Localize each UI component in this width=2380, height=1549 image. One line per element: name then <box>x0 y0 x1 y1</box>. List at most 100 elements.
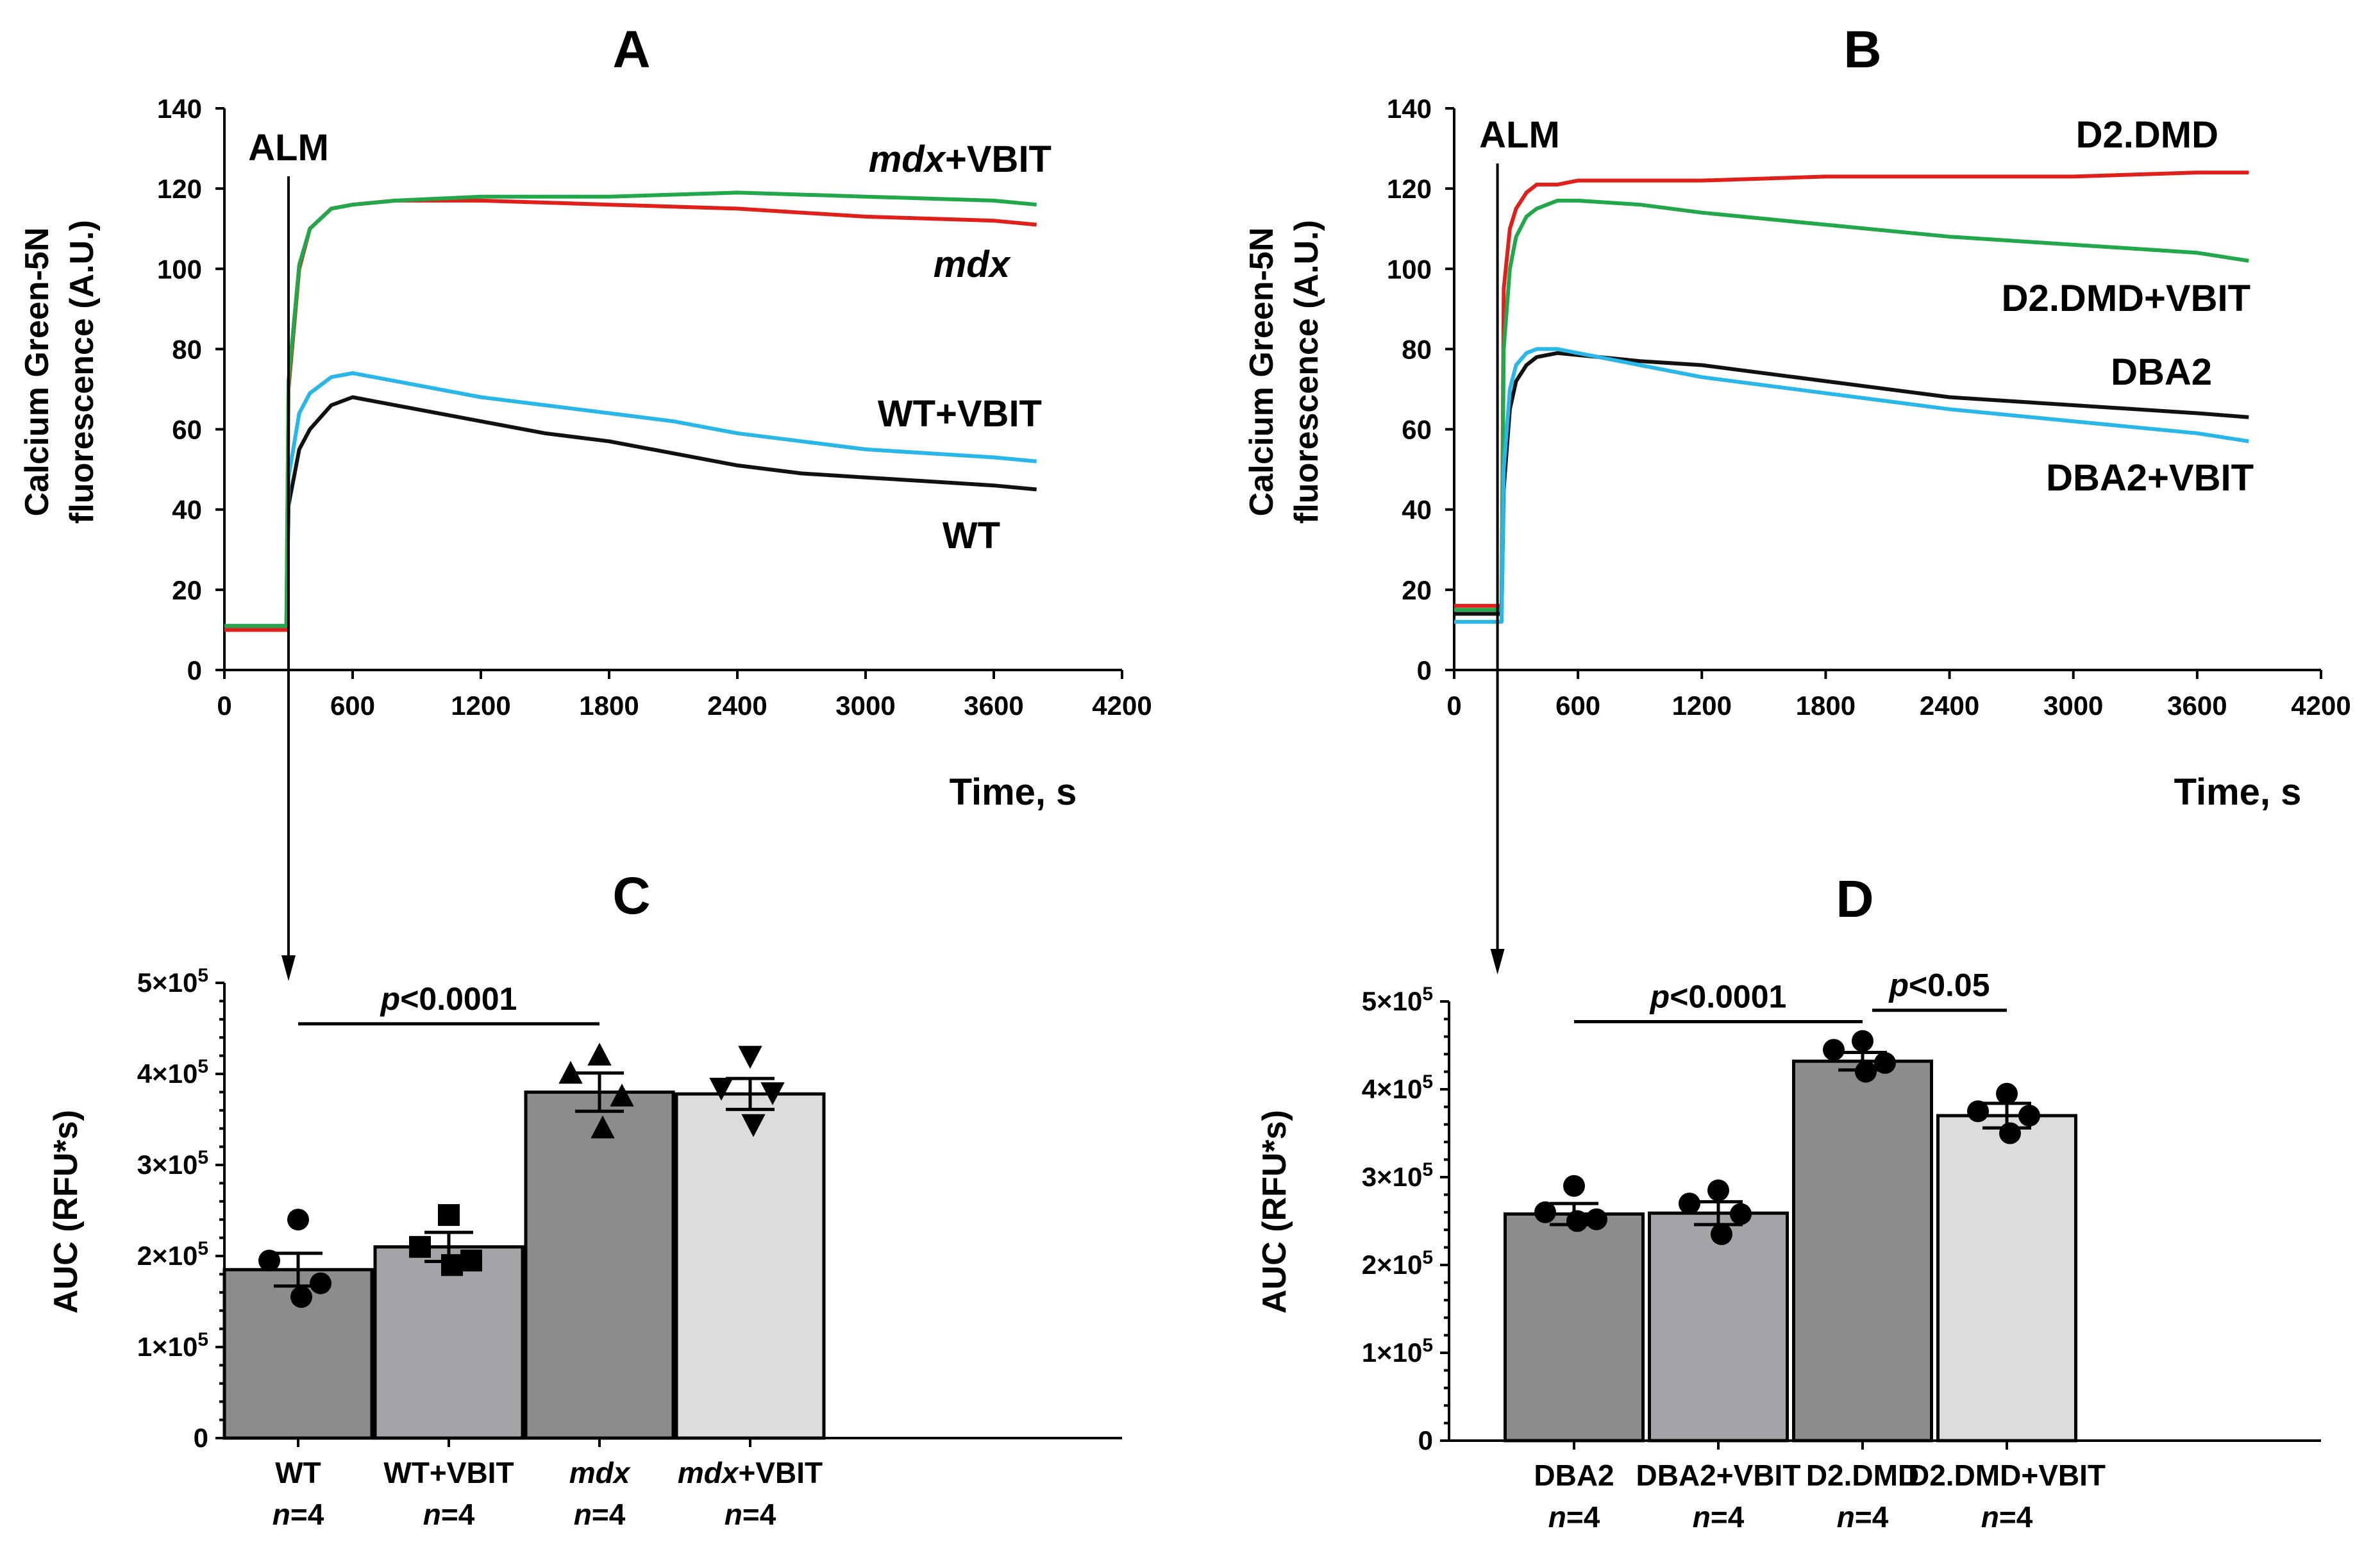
series-label-italic: mdx <box>869 138 947 180</box>
y-tick-label: 100 <box>157 254 202 284</box>
data-point-circle <box>290 1285 312 1308</box>
n-label-italic: n <box>423 1498 441 1531</box>
y-tick-label: 5×105 <box>137 965 208 998</box>
p-value-text: <0.05 <box>1909 967 1990 1003</box>
y-tick-base: 2×10 <box>137 1241 198 1271</box>
data-point-square <box>438 1204 460 1227</box>
y-tick-label: 140 <box>1387 94 1432 124</box>
y-tick-label: 120 <box>1387 174 1432 204</box>
x-axis-title: Time, s <box>2174 771 2302 813</box>
n-label: n=4 <box>1548 1500 1600 1534</box>
annotation-arrowhead <box>1490 949 1505 975</box>
n-label: n=4 <box>1837 1500 1889 1534</box>
category-label-text: D2.DMD <box>1806 1459 1919 1492</box>
series-line-mdx-vbit <box>224 190 1037 628</box>
data-point-circle <box>1996 1082 2018 1105</box>
line-panel-a: A Calcium Green-5N fluorescence (A.U.) Time… <box>19 21 1152 981</box>
y-tick-label: 1×105 <box>137 1329 208 1362</box>
y-tick-label: 2×105 <box>1362 1247 1433 1280</box>
x-tick-label: 0 <box>1446 691 1461 721</box>
data-point-triangle <box>738 1046 762 1069</box>
data-point-triangle <box>610 1084 634 1107</box>
n-label-italic: n <box>272 1498 290 1531</box>
y-tick-exponent: 5 <box>197 965 208 986</box>
y-tick-label: 80 <box>1402 334 1432 364</box>
data-point-square <box>441 1254 463 1277</box>
data-point-triangle <box>558 1060 583 1084</box>
category-label: D2.DMD+VBIT <box>1908 1459 2106 1492</box>
data-point-circle <box>310 1272 331 1294</box>
n-label-italic: n <box>1837 1500 1855 1534</box>
y-axis-title: Calcium Green-5N <box>1243 228 1280 517</box>
bar <box>1792 1059 1933 1443</box>
series-line-wt <box>224 395 1037 632</box>
y-tick-exponent: 5 <box>197 1238 208 1259</box>
data-point-circle <box>1586 1208 1607 1230</box>
y-tick-base: 3×10 <box>137 1150 198 1180</box>
y-tick-label: 5×105 <box>1362 984 1433 1016</box>
n-label: n=4 <box>423 1498 475 1531</box>
x-tick-label: 3600 <box>2167 691 2227 721</box>
n-label: n=4 <box>1981 1500 2033 1534</box>
y-tick-label: 20 <box>172 575 202 605</box>
series-label: WT <box>943 515 1000 557</box>
y-tick-label: 0 <box>187 655 202 685</box>
series-label-text: WT <box>943 515 1000 557</box>
p-value-label: p<0.0001 <box>380 981 517 1017</box>
p-value-label: p<0.05 <box>1888 967 1990 1003</box>
y-tick-base: 1×10 <box>1362 1337 1423 1368</box>
series-line-d2-dmd <box>1454 171 2249 608</box>
y-tick-base: 4×10 <box>137 1059 198 1089</box>
series-label: mdx <box>934 244 1012 285</box>
series-label-text: DBA2+VBIT <box>2046 457 2254 499</box>
n-label: n=4 <box>574 1498 626 1531</box>
data-point-circle <box>1707 1179 1729 1202</box>
n-label-italic: n <box>1693 1500 1711 1534</box>
category-label-italic: mdx <box>569 1456 632 1489</box>
p-value-text: <0.0001 <box>1670 979 1786 1015</box>
p-value-italic: p <box>380 981 401 1017</box>
x-tick-label: 2400 <box>707 691 767 721</box>
y-tick-label: 40 <box>172 495 202 525</box>
data-point-circle <box>1679 1193 1700 1215</box>
data-point-triangle <box>760 1082 785 1105</box>
annotation-label: ALM <box>248 127 329 169</box>
y-tick-label: 0 <box>1418 1425 1433 1455</box>
y-tick-label: 60 <box>172 415 202 445</box>
category-label-text: DBA2 <box>1534 1459 1614 1492</box>
category-label: WT+VBIT <box>383 1456 514 1489</box>
y-tick-label: 20 <box>1402 575 1432 605</box>
category-label-text: DBA2+VBIT <box>1636 1459 1801 1492</box>
data-point-circle <box>1823 1039 1845 1061</box>
data-point-triangle <box>587 1042 612 1066</box>
data-point-square <box>460 1250 482 1272</box>
x-tick-label: 0 <box>217 691 231 721</box>
category-label-italic: mdx <box>678 1456 740 1489</box>
annotation-arrowhead <box>281 955 296 981</box>
n-label-value: =4 <box>1855 1500 1889 1534</box>
y-tick-exponent: 5 <box>1422 1071 1433 1093</box>
series-line-dba2-vbit <box>1454 347 2249 624</box>
data-point-square <box>409 1235 431 1258</box>
x-tick-label: 3000 <box>2043 691 2103 721</box>
series-label-text: mdx <box>934 244 1012 285</box>
y-tick-base: 3×10 <box>1362 1162 1423 1192</box>
y-tick-label: 4×105 <box>1362 1071 1433 1104</box>
n-label: n=4 <box>725 1498 776 1531</box>
data-point-circle <box>258 1250 280 1272</box>
series-label: DBA2 <box>2111 351 2212 393</box>
y-tick-exponent: 5 <box>197 1147 208 1168</box>
y-tick-label: 0 <box>1417 655 1432 685</box>
category-label: mdx <box>569 1456 632 1489</box>
series-label: WT+VBIT <box>878 393 1042 435</box>
y-tick-label: 140 <box>157 94 202 124</box>
data-point-circle <box>1563 1175 1585 1197</box>
y-tick-base: 0 <box>194 1423 208 1453</box>
y-tick-base: 4×10 <box>1362 1074 1423 1104</box>
x-tick-label: 4200 <box>1092 691 1152 721</box>
category-label-text: D2.DMD+VBIT <box>1908 1459 2106 1492</box>
category-label-text: +VBIT <box>738 1456 823 1489</box>
p-value-italic: p <box>1649 979 1670 1015</box>
y-tick-label: 4×105 <box>137 1056 208 1089</box>
category-label: mdx+VBIT <box>678 1456 823 1489</box>
